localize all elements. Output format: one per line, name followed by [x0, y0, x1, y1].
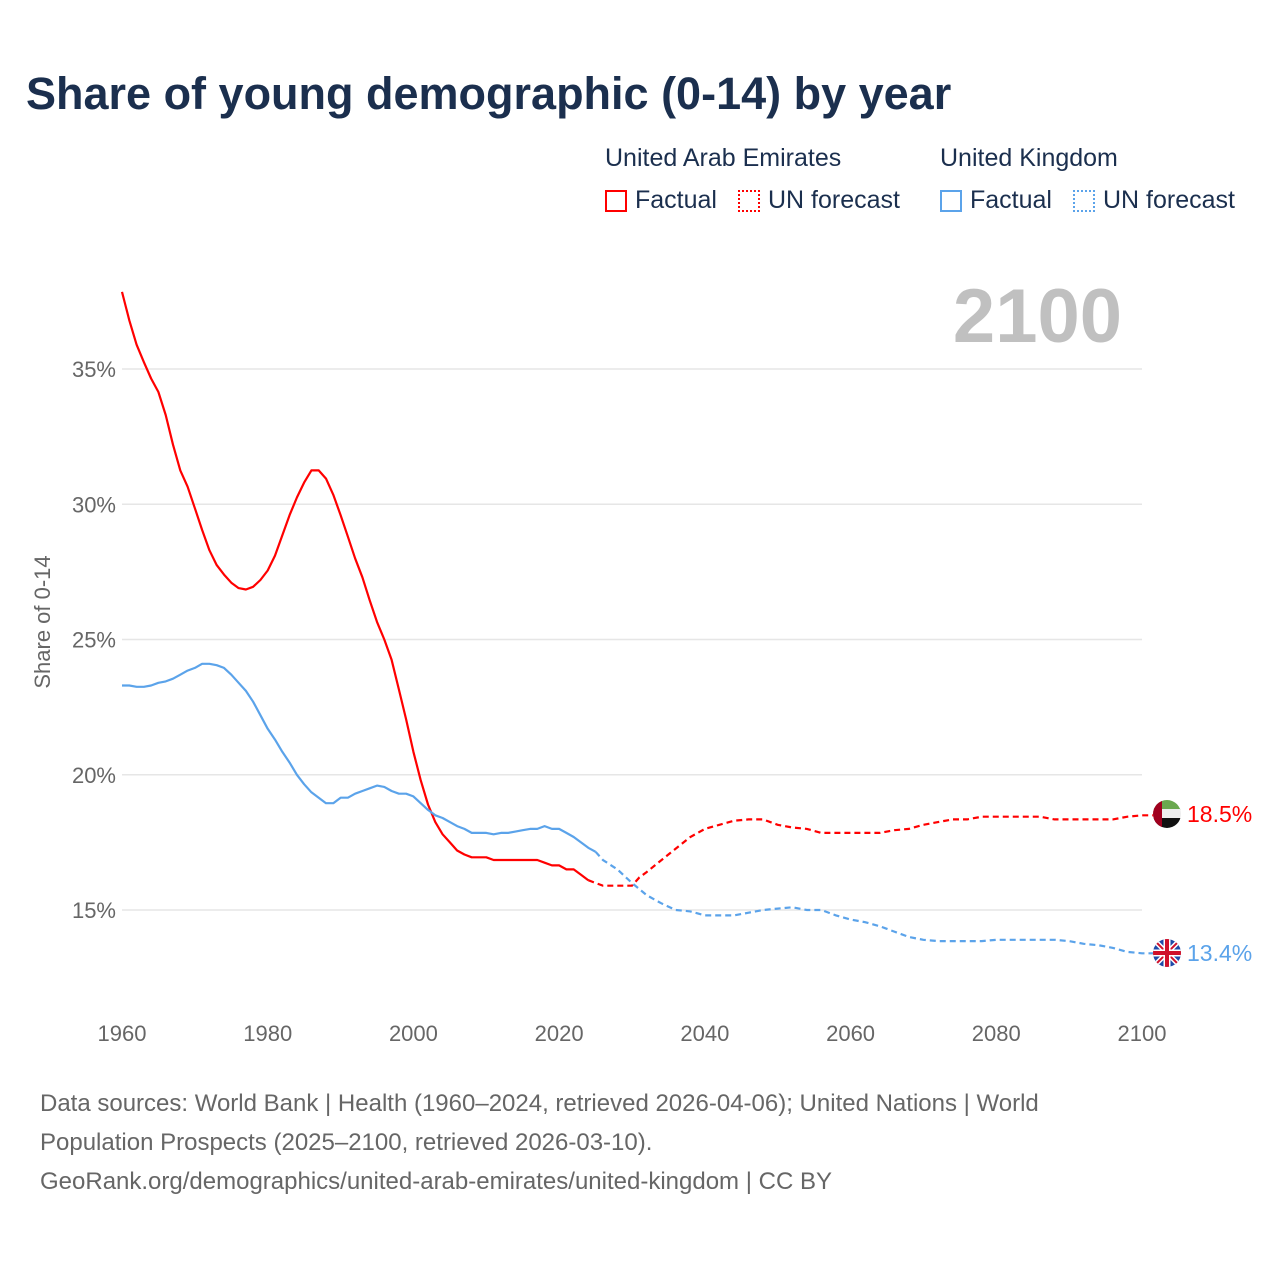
legend-country-uk: United Kingdom [940, 144, 1118, 172]
x-tick-label: 2000 [389, 1021, 438, 1046]
legend-swatch-solid-red [605, 189, 627, 212]
legend-uk-factual[interactable]: Factual [940, 186, 1052, 215]
x-tick-label: 2060 [826, 1021, 875, 1046]
legend-label: Factual [970, 186, 1052, 214]
united-arab-emirates-forecast-line [587, 814, 1168, 887]
chart-title: Share of young demographic (0-14) by yea… [26, 68, 952, 119]
x-tick-label: 2040 [680, 1021, 729, 1046]
uk-flag-icon [1153, 939, 1181, 967]
x-tick-label: 1960 [98, 1021, 147, 1046]
legend-uk-forecast[interactable]: UN forecast [1073, 186, 1235, 215]
x-tick-label: 2080 [972, 1021, 1021, 1046]
legend-uae-forecast[interactable]: UN forecast [738, 186, 900, 215]
legend-label: UN forecast [1103, 186, 1235, 214]
legend-swatch-dotted-blue [1073, 189, 1095, 212]
legend-label: Factual [635, 186, 717, 214]
y-tick-label: 20% [72, 763, 116, 788]
y-tick-label: 30% [72, 492, 116, 517]
y-tick-label: 25% [72, 628, 116, 653]
legend-swatch-dotted-red [738, 189, 760, 212]
x-tick-label: 2020 [535, 1021, 584, 1046]
united-arab-emirates-factual-line [120, 291, 589, 882]
united-kingdom-forecast-line [594, 851, 1168, 955]
uk-end-label: 13.4% [1187, 940, 1252, 966]
united-kingdom-factual-line [122, 662, 597, 853]
current-year-label: 2100 [953, 274, 1122, 359]
uae-end-label: 18.5% [1187, 801, 1252, 827]
footer-link[interactable]: GeoRank.org/demographics/united-arab-emi… [40, 1168, 832, 1195]
legend-label: UN forecast [768, 186, 900, 214]
y-tick-label: 15% [72, 898, 116, 923]
x-tick-label: 1980 [243, 1021, 292, 1046]
x-tick-label: 2100 [1118, 1021, 1167, 1046]
footer-source-line-2: Population Prospects (2025–2100, retriev… [40, 1129, 653, 1156]
y-tick-label: 35% [72, 357, 116, 382]
uae-flag-icon [1153, 800, 1181, 828]
y-axis-label: Share of 0-14 [30, 555, 55, 688]
legend-swatch-solid-blue [940, 189, 962, 212]
legend-uae-factual[interactable]: Factual [605, 186, 717, 215]
footer-source-line-1: Data sources: World Bank | Health (1960–… [40, 1090, 1039, 1117]
legend-country-uae: United Arab Emirates [605, 144, 842, 172]
